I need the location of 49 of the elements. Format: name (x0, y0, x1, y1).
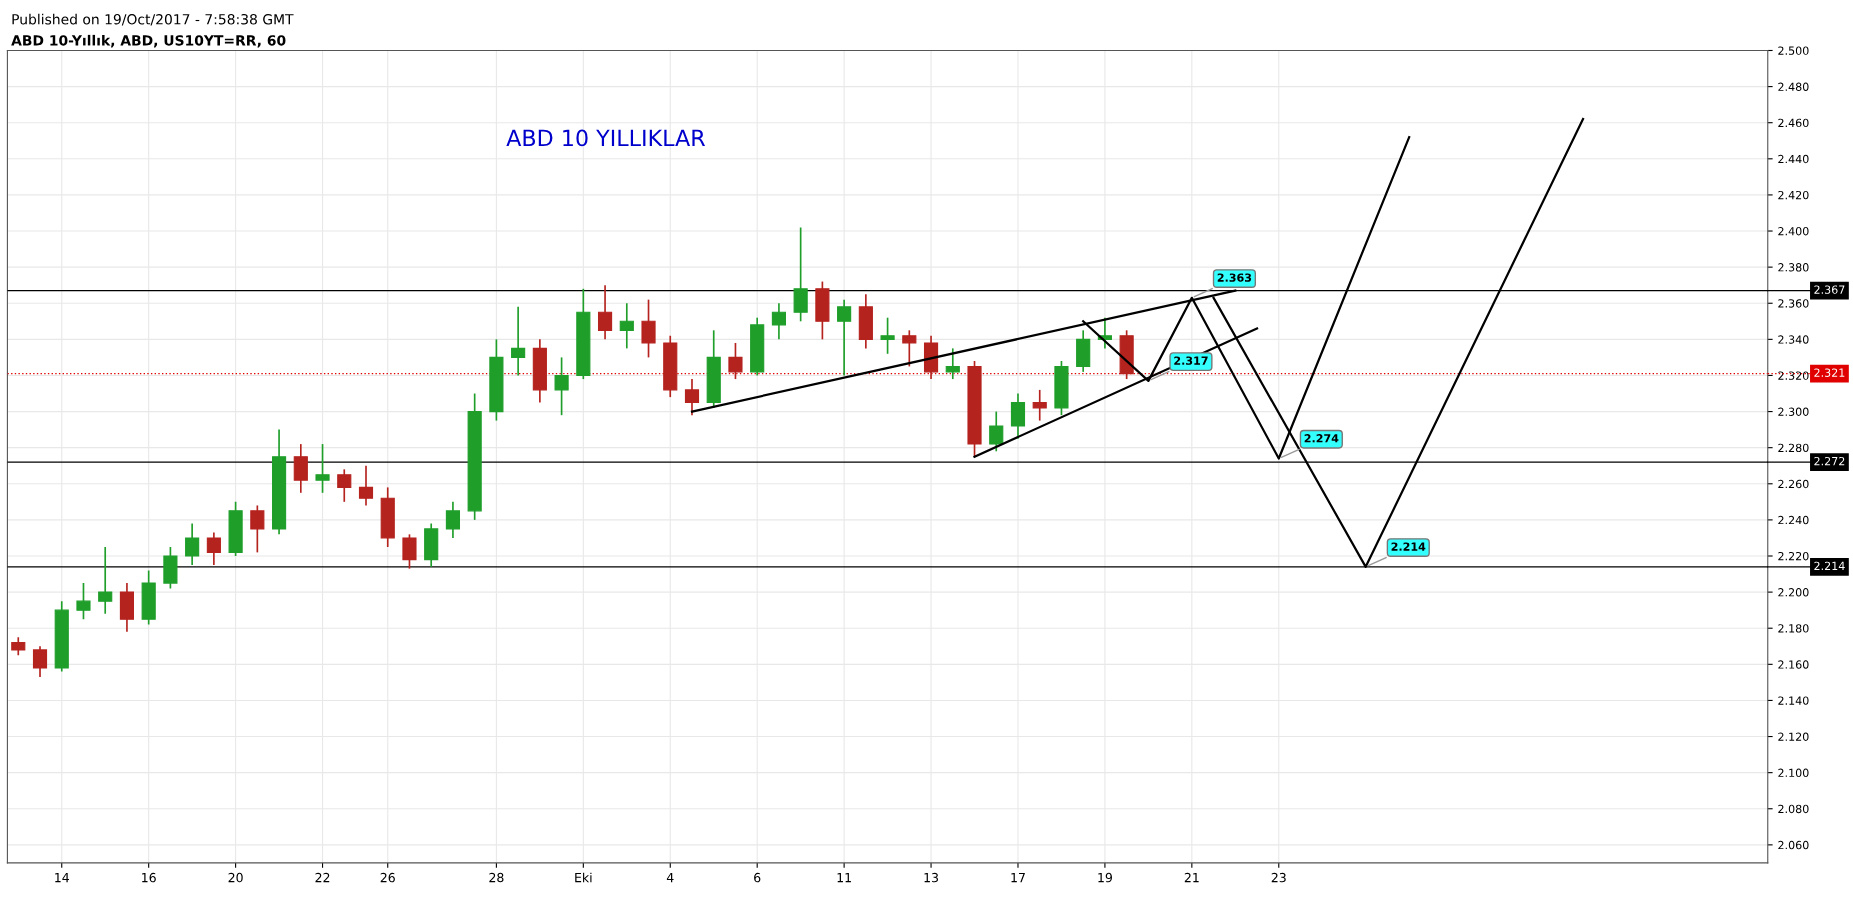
y-tick-label: 2.420 (1778, 190, 1809, 200)
y-tick-label: 2.380 (1778, 263, 1809, 272)
ref-line-label: 2.272 (1814, 456, 1845, 466)
y-tick-label: 2.260 (1778, 479, 1809, 489)
x-tick-label: 6 (754, 872, 761, 883)
y-tick-label: 2.320 (1778, 371, 1809, 380)
x-tick-label: 22 (315, 872, 330, 883)
y-tick-label: 2.180 (1778, 624, 1809, 633)
ref-line-label: 2.321 (1814, 368, 1845, 377)
data-label: 2.214 (1391, 542, 1426, 551)
y-tick-label: 2.360 (1778, 299, 1809, 308)
ref-line-label: 2.214 (1814, 561, 1845, 570)
y-tick-label: 2.440 (1778, 154, 1809, 164)
x-tick-label: 19 (1098, 872, 1112, 883)
data-label: 2.274 (1304, 434, 1339, 443)
x-tick-label: 23 (1271, 872, 1286, 883)
x-tick-label: 4 (666, 873, 674, 883)
y-tick-label: 2.200 (1778, 588, 1809, 597)
y-tick-label: 2.480 (1778, 82, 1809, 91)
y-tick-label: 2.100 (1778, 768, 1809, 778)
y-tick-label: 2.240 (1778, 515, 1809, 525)
x-tick-label: 28 (489, 872, 504, 883)
y-tick-label: 2.220 (1778, 551, 1809, 561)
y-tick-label: 2.120 (1778, 732, 1809, 741)
chart-subtitle: Published on 19/Oct/2017 - 7:58:38 GMT (12, 13, 294, 26)
x-tick-label: 13 (924, 872, 938, 883)
y-tick-label: 2.060 (1778, 840, 1809, 850)
chart-title: ABD 10-Yıllık, ABD, US10YT=RR, 60 (11, 34, 286, 48)
y-tick-label: 2.160 (1778, 660, 1809, 669)
y-tick-label: 2.460 (1778, 118, 1809, 128)
x-tick-label: 21 (1184, 872, 1199, 883)
ref-line-label: 2.367 (1814, 285, 1845, 294)
x-tick-label: 11 (837, 873, 851, 883)
data-label: 2.363 (1217, 273, 1252, 282)
y-tick-label: 2.500 (1778, 46, 1809, 55)
x-tick-label: Eki (575, 872, 592, 883)
x-tick-label: 16 (142, 872, 156, 883)
x-tick-label: 14 (55, 873, 69, 883)
y-tick-label: 2.340 (1778, 335, 1809, 344)
y-tick-label: 2.140 (1778, 696, 1809, 705)
y-tick-label: 2.400 (1778, 227, 1809, 236)
x-tick-label: 26 (380, 872, 395, 883)
annotation: ABD 10 YILLIKLAR (506, 129, 706, 147)
y-tick-label: 2.280 (1778, 443, 1809, 453)
data-label: 2.317 (1174, 356, 1208, 365)
x-tick-label: 17 (1011, 873, 1025, 883)
y-tick-label: 2.080 (1778, 804, 1809, 814)
x-tick-label: 20 (228, 872, 243, 883)
y-tick-label: 2.300 (1778, 407, 1809, 416)
